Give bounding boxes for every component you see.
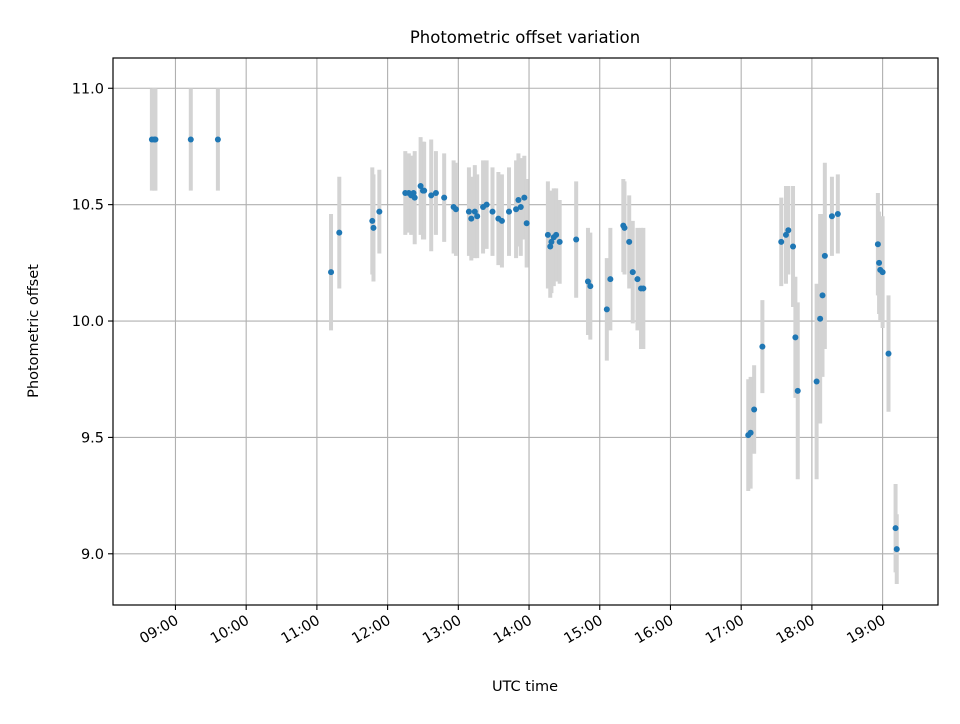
data-point	[790, 243, 797, 250]
data-point	[417, 183, 424, 190]
x-axis-label: UTC time	[492, 679, 558, 695]
data-point	[515, 196, 522, 203]
data-point	[465, 208, 472, 215]
data-point	[328, 269, 335, 276]
data-point	[785, 227, 792, 234]
data-point	[489, 208, 496, 215]
data-point	[782, 231, 789, 238]
data-point	[513, 206, 520, 213]
chart-title: Photometric offset variation	[410, 28, 640, 47]
data-point	[792, 334, 799, 341]
data-point	[152, 136, 159, 143]
data-point	[556, 238, 563, 245]
y-axis-label: Photometric offset	[26, 264, 42, 398]
data-point	[828, 213, 835, 220]
data-point	[640, 285, 647, 292]
data-point	[573, 236, 580, 243]
data-point	[483, 201, 490, 208]
data-point	[547, 243, 554, 250]
data-point	[521, 194, 528, 201]
data-point	[634, 276, 641, 283]
y-tick-label: 9.5	[81, 430, 104, 446]
data-point	[411, 194, 418, 201]
data-point	[474, 213, 481, 220]
data-point	[187, 136, 194, 143]
y-axis: 9.0 9.5 10.0 10.5 11.0	[72, 81, 113, 563]
data-point	[817, 315, 824, 322]
data-point	[603, 306, 610, 313]
data-point	[874, 241, 881, 248]
data-point	[421, 187, 428, 194]
data-point	[468, 215, 475, 222]
data-point	[553, 231, 560, 238]
data-point	[607, 276, 614, 283]
data-point	[759, 343, 766, 350]
data-point	[813, 378, 820, 385]
data-point	[893, 546, 900, 553]
y-tick-label: 11.0	[72, 81, 104, 97]
data-point	[428, 192, 435, 199]
data-point	[747, 429, 754, 436]
data-point	[885, 350, 892, 357]
data-point	[523, 220, 530, 227]
data-point	[751, 406, 758, 413]
y-tick-label: 9.0	[81, 547, 104, 563]
data-point	[336, 229, 343, 236]
data-point	[584, 278, 591, 285]
data-point	[778, 238, 785, 245]
data-point	[548, 238, 555, 245]
data-point	[517, 203, 524, 210]
y-tick-label: 10.5	[72, 198, 104, 214]
data-point	[410, 190, 417, 197]
data-point	[544, 231, 551, 238]
data-point	[370, 224, 377, 231]
data-point	[879, 269, 886, 276]
data-point	[629, 269, 636, 276]
data-point	[626, 238, 633, 245]
data-points	[148, 136, 900, 553]
data-point	[587, 283, 594, 290]
data-point	[498, 217, 505, 224]
data-point	[471, 208, 478, 215]
y-tick-label: 10.0	[72, 314, 104, 330]
data-point	[452, 206, 459, 213]
data-point	[506, 208, 512, 215]
data-point	[369, 217, 376, 224]
plot-frame	[112, 57, 939, 606]
data-point	[794, 387, 801, 394]
data-point	[432, 190, 439, 197]
data-point	[441, 194, 448, 201]
data-point	[892, 525, 899, 532]
data-point	[876, 259, 883, 266]
data-point	[821, 252, 828, 259]
data-point	[621, 224, 628, 231]
data-point	[376, 208, 383, 215]
data-point	[819, 292, 826, 299]
data-point	[834, 210, 841, 217]
data-point	[214, 136, 221, 143]
